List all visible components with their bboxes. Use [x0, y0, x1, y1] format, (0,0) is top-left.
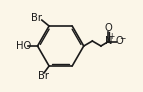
Text: −: −	[119, 34, 126, 43]
Text: Br: Br	[31, 13, 42, 23]
Text: O: O	[116, 36, 124, 46]
Text: O: O	[105, 23, 112, 33]
Text: N: N	[105, 36, 112, 46]
Text: HO: HO	[16, 41, 31, 51]
Text: Br: Br	[38, 71, 49, 81]
Text: +: +	[108, 32, 114, 41]
